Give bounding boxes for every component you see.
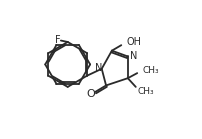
- Text: CH₃: CH₃: [142, 66, 159, 75]
- Text: N: N: [95, 63, 102, 73]
- Text: OH: OH: [126, 37, 141, 47]
- Text: CH₃: CH₃: [137, 87, 154, 96]
- Text: N: N: [130, 51, 138, 61]
- Text: O: O: [86, 89, 95, 99]
- Text: F: F: [55, 35, 60, 45]
